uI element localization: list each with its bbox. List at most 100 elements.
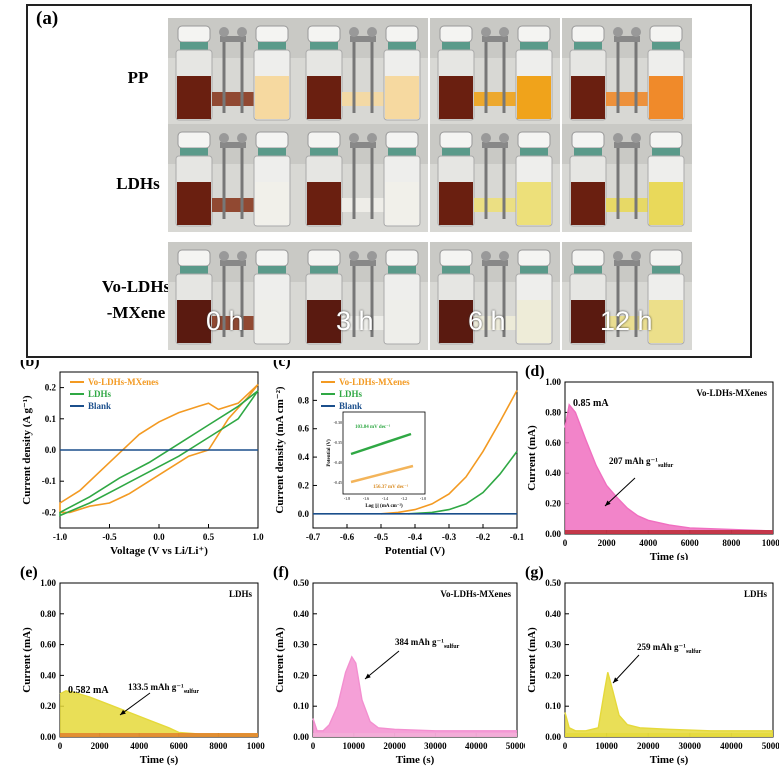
y-axis-label: Current (mA) [274,627,286,693]
row-label-pp: PP [127,68,149,87]
y-tick-label: 0.00 [293,732,309,742]
row-label-ldhs: LDHs [116,174,160,193]
vial-photo [168,242,298,350]
y-axis-label: Current density (A g⁻¹) [21,395,33,505]
y-tick-label: 0.00 [545,732,561,742]
y-tick-label: 0.20 [293,670,309,680]
x-tick-label: 10000 [343,741,366,751]
inset-x-tick-label: -1.2 [401,496,407,501]
x-tick-label: -0.7 [306,532,321,542]
inset-y-tick-label: -0.40 [334,460,342,465]
capacity-label: 384 mAh g⁻¹sulfur [395,637,460,650]
x-tick-label: 4000 [130,741,149,751]
x-tick-label: 10000 [595,741,618,751]
x-tick-label: 10000 [762,538,779,548]
x-tick-label: 10000 [247,741,265,751]
vial-photo [562,124,692,232]
x-tick-label: 40000 [465,741,488,751]
capacity-subscript: sulfur [184,689,200,695]
panel-a: (a) PP LDHs Vo-LDHs -MXene 0 h 3 h 6 h 12 h [26,4,752,358]
chart-b: -1.0 -0.5 0.0 0.5 1.0 -0.2 -0.1 0.0 0.1 0.2 Voltag… [20,360,264,557]
current-curve [564,403,774,532]
y-tick-label: 0.40 [545,468,561,478]
series-line [380,390,518,515]
y-tick-label: 0.50 [293,578,309,588]
capacity-subscript: sulfur [444,644,460,650]
x-tick-label: 20000 [637,741,660,751]
x-tick-label: -0.1 [510,532,525,542]
y-tick-label: 0.6 [298,424,310,434]
y-axis-label: Current (mA) [21,627,33,693]
chart-e: 0 2000 4000 6000 8000 10000 0.00 0.20 0.40 0.60 0.… [20,565,265,766]
panel-label: (g) [525,565,544,581]
y-tick-label: 0.60 [40,640,56,650]
capacity-label: 207 mAh g⁻¹sulfur [609,456,674,469]
arrow-head [605,500,611,506]
legend-entry: Vo-LDHs-MXenes [88,377,159,387]
inset-x-tick-label: -1.8 [344,496,350,501]
current-area [60,690,258,737]
x-tick-label: 40000 [720,741,743,751]
x-tick-label: -1.0 [53,532,68,542]
y-tick-label: 0.1 [45,414,57,424]
y-tick-label: 0.00 [40,732,56,742]
x-tick-label: -0.4 [408,532,423,542]
vial-photo [430,242,560,350]
y-tick-label: 0.4 [298,452,310,462]
y-tick-label: -0.2 [42,507,57,517]
series-line [59,390,259,517]
arrow-head [120,709,126,715]
legend-entry: Blank [88,401,111,411]
y-tick-label: 0.10 [545,701,561,711]
vial-photo [430,18,560,126]
capacity-subscript: sulfur [658,463,674,469]
arrow-line [604,477,636,507]
panel-label: (e) [20,565,38,581]
y-tick-label: 0.0 [45,445,57,455]
inset-annotation: 156.37 mV dec⁻¹ [373,484,409,490]
panel-label: (c) [273,360,291,370]
y-axis-label: Current density (mA cm⁻²) [274,386,286,513]
y-tick-label: 0.0 [298,509,310,519]
x-tick-label: 30000 [679,741,702,751]
y-tick-label: 0.40 [40,670,56,680]
x-tick-label: -0.5 [374,532,389,542]
y-axis-label: Current (mA) [526,425,538,491]
vial-photo [562,18,692,126]
inset-y-label: Potential (V) [327,439,332,467]
capacity-label: 259 mAh g⁻¹sulfur [637,642,702,655]
panel-label: (f) [273,565,289,581]
y-tick-label: 0.8 [298,395,310,405]
current-area [565,672,773,737]
x-tick-label: 20000 [383,741,406,751]
y-tick-label: 0.20 [545,499,561,509]
x-axis-label: Time (s) [650,551,689,560]
x-tick-label: 0 [311,741,316,751]
chart-d: 0 2000 4000 6000 8000 10000 0.00 0.20 0.40 0.60 0.… [525,363,779,560]
y-tick-label: 0.40 [293,609,309,619]
y-tick-label: 0.2 [45,383,57,393]
chart-title: LDHs [229,589,253,599]
plot-frame [564,582,774,738]
x-tick-label: -0.5 [102,532,117,542]
inset-annotation: 103.84 mV dec⁻¹ [355,424,391,430]
vial-photo [168,124,298,232]
y-tick-label: 0.2 [298,480,310,490]
x-axis-label: Voltage (V vs Li/Li⁺) [110,545,208,557]
y-tick-label: 0.80 [40,609,56,619]
x-tick-label: 0 [563,741,568,751]
panel-a-label: (a) [36,8,59,29]
y-tick-label: 0.10 [293,701,309,711]
panel-label: (d) [525,363,545,380]
inset-x-label: Log |j| (mA cm⁻²) [365,503,403,509]
y-tick-label: 1.00 [545,377,561,387]
x-tick-label: 30000 [424,741,447,751]
x-tick-label: -0.2 [476,532,491,542]
series-line [408,450,518,515]
y-tick-label: 0.50 [545,578,561,588]
inset-line-vo [350,464,414,484]
x-tick-label: 6000 [170,741,189,751]
